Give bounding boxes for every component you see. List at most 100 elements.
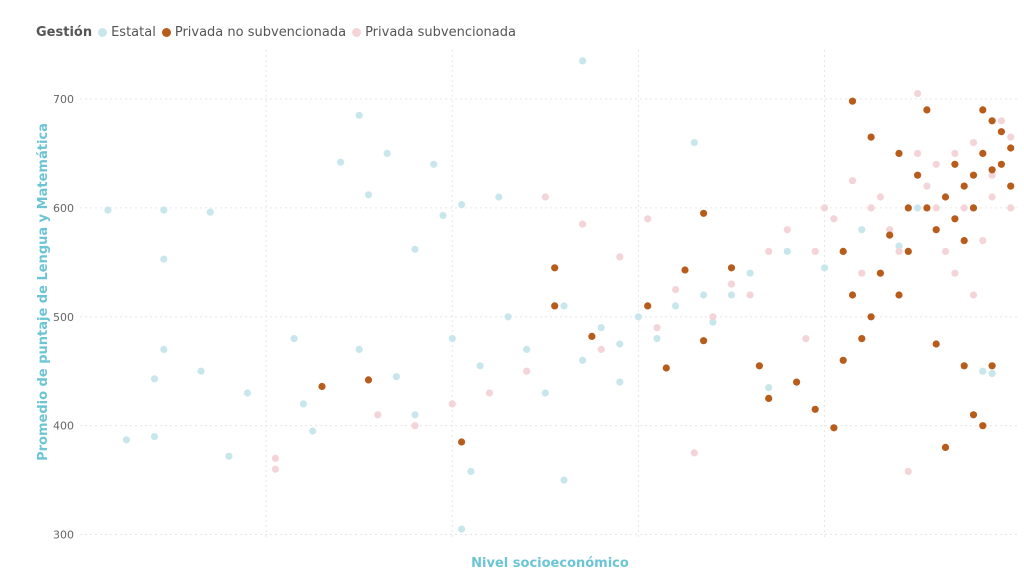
x-axis-label: Nivel socioeconómico: [471, 556, 629, 571]
point-estatal: [541, 389, 549, 397]
point-estatal: [476, 362, 484, 370]
point-estatal: [634, 313, 643, 321]
legend-label-privada-no-subvencionada: Privada no subvencionada: [174, 24, 347, 40]
point-privada-no-subvencionada: [969, 411, 978, 419]
point-estatal: [290, 335, 298, 343]
point-estatal: [160, 255, 168, 263]
point-estatal: [309, 427, 317, 435]
point-privada-subvencionada: [448, 400, 456, 408]
point-privada-no-subvencionada: [951, 160, 959, 168]
point-privada-no-subvencionada: [700, 337, 708, 345]
point-estatal: [495, 193, 503, 201]
point-estatal: [579, 57, 587, 65]
point-privada-no-subvencionada: [988, 117, 996, 125]
legend-item-privada-subvencionada[interactable]: Privada subvencionada: [352, 25, 516, 40]
point-estatal: [523, 345, 531, 353]
point-privada-no-subvencionada: [904, 204, 912, 212]
y-tick-label: 300: [53, 529, 74, 542]
legend-item-privada-no-subvencionada[interactable]: Privada no subvencionada: [161, 24, 347, 40]
point-estatal: [653, 335, 661, 343]
point-estatal: [765, 384, 773, 392]
point-privada-subvencionada: [895, 247, 903, 255]
point-privada-subvencionada: [653, 324, 661, 332]
point-estatal: [700, 291, 708, 299]
point-estatal: [458, 525, 466, 533]
point-privada-no-subvencionada: [914, 171, 922, 179]
legend-label-privada-subvencionada: Privada subvencionada: [365, 24, 516, 40]
y-tick-label: 700: [53, 93, 74, 106]
point-privada-no-subvencionada: [848, 291, 857, 299]
point-privada-subvencionada: [914, 149, 922, 157]
point-privada-subvencionada: [644, 215, 652, 223]
point-privada-subvencionada: [811, 247, 819, 255]
point-privada-no-subvencionada: [895, 149, 903, 157]
point-privada-no-subvencionada: [811, 405, 819, 413]
point-estatal: [597, 324, 605, 332]
point-privada-subvencionada: [932, 204, 940, 212]
point-estatal: [197, 367, 205, 375]
point-privada-no-subvencionada: [858, 335, 866, 343]
point-privada-subvencionada: [802, 335, 810, 343]
point-privada-no-subvencionada: [848, 97, 857, 105]
point-estatal: [616, 378, 624, 386]
y-tick-layer: 300 400 500 600 700: [53, 93, 74, 542]
point-estatal: [411, 411, 419, 419]
point-privada-no-subvencionada: [960, 182, 968, 190]
point-privada-subvencionada: [951, 269, 959, 277]
point-estatal: [895, 242, 903, 250]
point-privada-subvencionada: [969, 139, 978, 147]
point-privada-subvencionada: [988, 193, 996, 201]
point-estatal: [337, 158, 345, 166]
point-privada-subvencionada: [1007, 133, 1015, 141]
point-estatal: [746, 269, 754, 277]
point-privada-no-subvencionada: [458, 438, 466, 446]
point-estatal: [858, 226, 866, 234]
point-privada-subvencionada: [523, 367, 531, 375]
point-privada-no-subvencionada: [904, 247, 912, 255]
point-estatal: [206, 208, 214, 216]
point-privada-subvencionada: [997, 117, 1006, 125]
point-privada-no-subvencionada: [895, 291, 903, 299]
point-privada-no-subvencionada: [551, 302, 559, 310]
point-privada-no-subvencionada: [932, 226, 940, 234]
point-estatal: [979, 367, 987, 375]
point-privada-no-subvencionada: [318, 382, 326, 391]
point-privada-subvencionada: [923, 182, 931, 190]
point-privada-subvencionada: [746, 291, 754, 299]
point-privada-subvencionada: [848, 177, 857, 185]
point-privada-subvencionada: [541, 193, 549, 201]
point-estatal: [914, 204, 922, 212]
point-privada-no-subvencionada: [681, 266, 689, 274]
point-privada-no-subvencionada: [941, 443, 950, 451]
point-privada-subvencionada: [914, 90, 922, 98]
point-privada-subvencionada: [411, 422, 419, 430]
point-privada-no-subvencionada: [1007, 182, 1015, 190]
point-privada-no-subvencionada: [551, 264, 559, 272]
point-privada-no-subvencionada: [979, 422, 987, 430]
point-privada-no-subvencionada: [941, 193, 950, 201]
point-privada-no-subvencionada: [997, 160, 1006, 168]
point-estatal: [355, 111, 363, 119]
point-privada-subvencionada: [951, 149, 959, 157]
point-privada-no-subvencionada: [988, 166, 996, 174]
point-estatal: [821, 264, 829, 272]
legend-label-estatal: Estatal: [111, 24, 156, 40]
point-estatal: [364, 191, 373, 199]
point-privada-no-subvencionada: [867, 133, 875, 141]
point-privada-no-subvencionada: [979, 106, 987, 114]
point-estatal: [579, 356, 587, 364]
point-estatal: [560, 302, 568, 310]
point-privada-subvencionada: [597, 345, 605, 353]
point-estatal: [504, 313, 512, 321]
point-privada-no-subvencionada: [1007, 144, 1015, 152]
legend-item-estatal[interactable]: Estatal: [98, 25, 156, 40]
point-estatal: [122, 436, 131, 444]
point-privada-subvencionada: [765, 247, 773, 255]
point-privada-subvencionada: [690, 449, 698, 457]
point-privada-no-subvencionada: [960, 362, 968, 370]
point-privada-no-subvencionada: [932, 340, 940, 348]
point-privada-subvencionada: [672, 286, 680, 294]
point-privada-no-subvencionada: [644, 302, 652, 310]
point-privada-no-subvencionada: [588, 332, 596, 340]
